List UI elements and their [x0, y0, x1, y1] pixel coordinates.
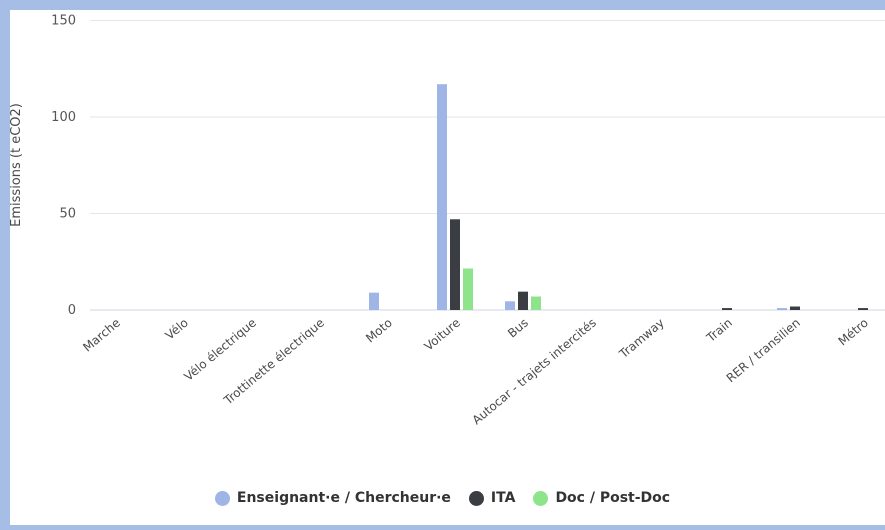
legend-label-enseignant: Enseignant·e / Chercheur·e — [236, 490, 451, 506]
bar[interactable] — [463, 268, 473, 310]
bar[interactable] — [858, 308, 868, 310]
x-tick-label: Marche — [80, 316, 123, 355]
legend-swatch-doc — [533, 490, 549, 506]
x-tick-label: Train — [703, 316, 735, 346]
legend-swatch-ita — [468, 490, 484, 506]
bar[interactable] — [777, 308, 787, 310]
bar[interactable] — [437, 84, 447, 310]
bar[interactable] — [450, 219, 460, 310]
legend-label-doc: Doc / Post-Doc — [555, 490, 671, 506]
legend-swatch-enseignant — [214, 490, 230, 506]
bar[interactable] — [505, 301, 515, 310]
y-axis-label: Emissions (t eCO2) — [9, 103, 24, 227]
y-tick-label: 150 — [51, 14, 76, 29]
y-axis-ticks: 0 50 100 150 — [51, 14, 76, 319]
x-tick-label: Moto — [363, 316, 395, 346]
bar[interactable] — [369, 292, 379, 310]
legend-item-enseignant[interactable]: Enseignant·e / Chercheur·e — [214, 490, 451, 506]
legend-item-ita[interactable]: ITA — [468, 490, 516, 506]
bar[interactable] — [790, 306, 800, 310]
grid-lines — [90, 20, 885, 311]
x-tick-label: Vélo — [163, 316, 191, 343]
x-tick-label: RER / transilien — [724, 316, 803, 386]
x-tick-label: Tramway — [616, 316, 667, 362]
legend: Enseignant·e / Chercheur·e ITA Doc / Pos… — [0, 490, 885, 506]
bars — [369, 84, 868, 310]
y-tick-label: 50 — [59, 207, 76, 222]
bar[interactable] — [722, 308, 732, 310]
y-tick-label: 0 — [68, 303, 76, 318]
x-tick-label: Voiture — [422, 316, 463, 354]
bar[interactable] — [531, 296, 541, 310]
legend-label-ita: ITA — [490, 490, 516, 506]
x-tick-label: Bus — [505, 316, 531, 341]
legend-item-doc[interactable]: Doc / Post-Doc — [533, 490, 670, 506]
x-tick-label: Autocar - trajets intercités — [470, 316, 599, 428]
bar[interactable] — [518, 291, 528, 310]
y-tick-label: 100 — [51, 110, 76, 125]
x-tick-label: Métro — [836, 316, 871, 349]
